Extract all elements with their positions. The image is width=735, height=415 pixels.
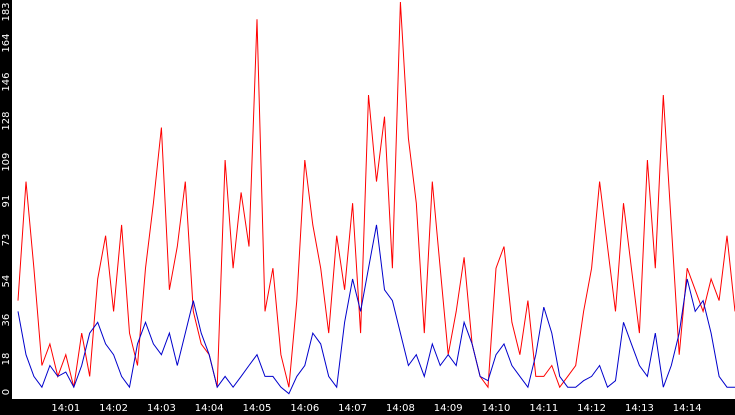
y-tick-label: 91 (1, 195, 12, 208)
x-axis-strip (0, 399, 735, 415)
y-tick-label: 54 (1, 275, 12, 288)
y-tick-label: 0 (1, 389, 12, 395)
x-tick-label: 14:14 (673, 403, 702, 414)
x-tick-label: 14:01 (51, 403, 80, 414)
x-tick-label: 14:09 (434, 403, 463, 414)
y-tick-label: 183 (1, 2, 12, 21)
y-tick-label: 128 (1, 111, 12, 130)
x-tick-label: 14:05 (243, 403, 272, 414)
y-tick-label: 18 (1, 353, 12, 366)
y-axis-strip (0, 0, 12, 415)
y-tick-label: 146 (1, 73, 12, 92)
y-tick-label: 36 (1, 314, 12, 327)
x-tick-label: 14:10 (482, 403, 511, 414)
series-line (17, 224, 735, 395)
x-tick-label: 14:03 (147, 403, 176, 414)
x-tick-label: 14:06 (290, 403, 319, 414)
x-tick-label: 14:13 (625, 403, 654, 414)
y-tick-label: 109 (1, 153, 12, 172)
series-line (17, 1, 735, 389)
x-tick-label: 14:11 (529, 403, 558, 414)
x-tick-label: 14:12 (577, 403, 606, 414)
y-tick-label: 73 (1, 234, 12, 247)
x-tick-label: 14:02 (99, 403, 128, 414)
y-tick-label: 164 (1, 34, 12, 53)
x-tick-label: 14:07 (338, 403, 367, 414)
x-tick-label: 14:08 (386, 403, 415, 414)
x-tick-label: 14:04 (195, 403, 224, 414)
